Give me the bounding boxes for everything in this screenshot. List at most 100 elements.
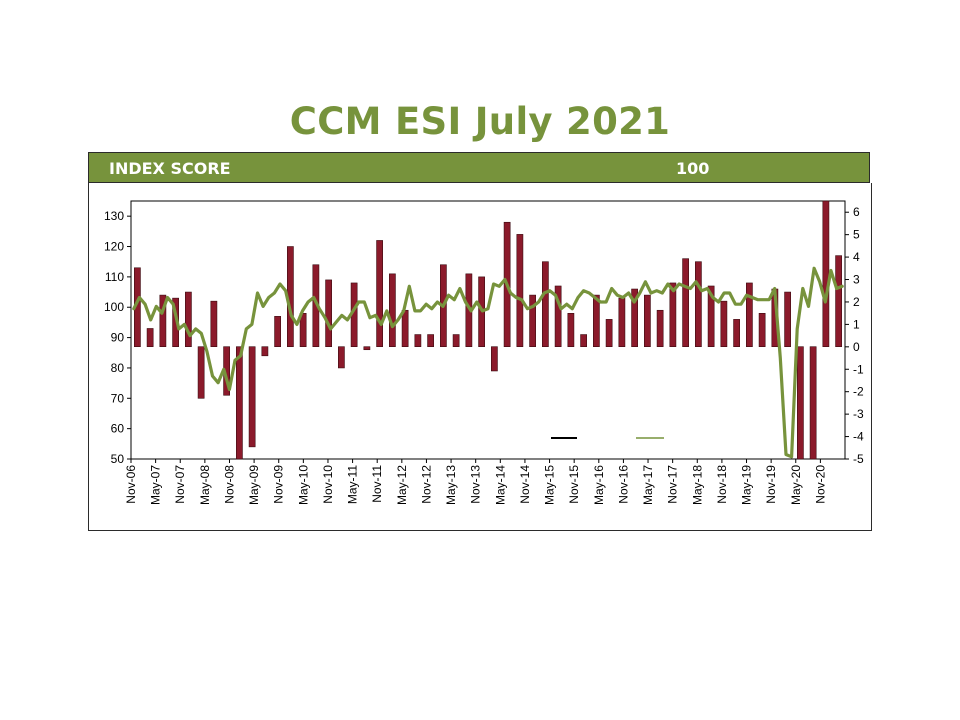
bar <box>618 297 626 347</box>
bar <box>644 294 651 347</box>
x-tick-label: May-12 <box>395 465 409 505</box>
bar <box>605 319 613 347</box>
bar <box>835 255 842 347</box>
bar <box>758 313 766 347</box>
x-tick-label: Nov-13 <box>469 465 483 504</box>
x-tick-label: Nov-12 <box>419 465 433 504</box>
x-tick-label: May-08 <box>198 465 212 505</box>
x-tick-label: May-16 <box>592 465 606 505</box>
x-tick-label: Nov-20 <box>813 465 827 504</box>
x-tick-label: May-19 <box>740 465 754 505</box>
x-tick-label: Nov-09 <box>272 465 286 504</box>
plot-area <box>130 200 846 460</box>
bar <box>631 288 638 347</box>
bar <box>261 346 269 357</box>
y-right-tick-label: -1 <box>853 362 864 376</box>
combo-chart: 50 60 70 80 90 100 110 120 130 -5 -4 -3 -2 -1 0 1 2 3 4 5 6 N… <box>104 200 864 505</box>
bar <box>248 346 256 448</box>
bar <box>720 300 728 347</box>
y-left-tick-label: 60 <box>111 422 125 436</box>
y-right-tick-label: -2 <box>853 385 864 399</box>
y-left-tick-label: 70 <box>111 391 125 405</box>
y-left-tick-label: 50 <box>111 452 125 466</box>
bar <box>593 294 600 347</box>
bar <box>210 300 218 347</box>
x-tick-label: May-20 <box>789 465 803 505</box>
x-tick-label: Nov-10 <box>321 465 335 504</box>
bar <box>733 319 740 347</box>
x-tick-label: Nov-17 <box>666 465 680 504</box>
bar <box>236 346 243 460</box>
x-tick-label: May-14 <box>493 465 507 505</box>
y-right-tick-label: -3 <box>853 407 864 421</box>
x-tick-label: Nov-08 <box>222 465 236 504</box>
x-tick-label: Nov-07 <box>173 465 187 504</box>
bar <box>146 328 154 347</box>
bar <box>746 282 753 347</box>
y-left-tick-label: 130 <box>104 209 124 223</box>
x-tick-label: May-07 <box>149 465 163 505</box>
y-right-tick-label: 6 <box>853 205 860 219</box>
x-tick-label: May-15 <box>543 465 557 505</box>
index-score-label: INDEX SCORE <box>109 159 231 178</box>
bar <box>529 294 536 347</box>
bar <box>325 279 332 347</box>
bar <box>567 313 575 347</box>
bar <box>185 291 192 347</box>
bar <box>159 294 167 347</box>
bar <box>363 346 371 351</box>
y-right-tick-label: -5 <box>853 452 864 466</box>
bar <box>376 240 383 347</box>
y-right-tick-label: 3 <box>853 273 860 287</box>
bar <box>797 346 804 460</box>
chart-title: CCM ESI July 2021 <box>289 100 671 143</box>
bar <box>682 258 689 347</box>
y-left-tick-label: 120 <box>104 240 124 254</box>
bar <box>274 316 281 347</box>
y-right-tick-label: 2 <box>853 295 860 309</box>
bar <box>516 234 524 347</box>
x-tick-label: Nov-16 <box>616 465 630 504</box>
bar <box>389 273 396 347</box>
x-tick-label: Nov-14 <box>518 465 532 504</box>
series-line <box>132 266 844 459</box>
x-tick-label: Nov-11 <box>370 465 384 503</box>
x-tick-label: May-09 <box>247 465 261 505</box>
x-tick-label: May-17 <box>641 465 655 505</box>
y-right-tick-label: 4 <box>853 250 860 264</box>
y-right-tick-label: -4 <box>853 430 864 444</box>
index-score-band: INDEX SCORE 100 <box>88 152 870 183</box>
bar <box>427 334 434 347</box>
x-tick-label: May-13 <box>444 465 458 505</box>
x-tick-label: Nov-18 <box>715 465 729 504</box>
bar <box>707 285 715 347</box>
index-score-value: 100 <box>676 159 710 178</box>
bar <box>554 285 562 347</box>
y-right-tick-label: 5 <box>853 228 860 242</box>
bar <box>669 282 677 347</box>
bar <box>197 346 205 399</box>
bar <box>414 334 422 347</box>
y-left-tick-label: 90 <box>111 331 125 345</box>
bar <box>784 291 791 347</box>
bar <box>491 346 498 372</box>
x-tick-label: Nov-06 <box>124 465 138 504</box>
y-right-tick-label: 1 <box>853 317 860 331</box>
bar <box>822 200 830 347</box>
bar <box>580 334 587 347</box>
y-left-tick-label: 80 <box>111 361 125 375</box>
bar <box>542 261 549 347</box>
x-tick-label: Nov-15 <box>567 465 581 504</box>
bar <box>809 346 817 460</box>
x-tick-label: Nov-19 <box>764 465 778 504</box>
x-tick-label: May-18 <box>690 465 704 505</box>
bar <box>656 309 664 347</box>
bar <box>401 309 409 347</box>
chart-frame: 50 60 70 80 90 100 110 120 130 -5 -4 -3 -2 -1 0 1 2 3 4 5 6 N… <box>88 183 872 531</box>
x-tick-label: May-11 <box>346 465 360 504</box>
bar <box>695 261 702 347</box>
y-right-tick-label: 0 <box>853 340 860 354</box>
bar <box>452 334 460 347</box>
y-left-tick-label: 110 <box>105 270 124 284</box>
x-tick-label: May-10 <box>296 465 310 505</box>
